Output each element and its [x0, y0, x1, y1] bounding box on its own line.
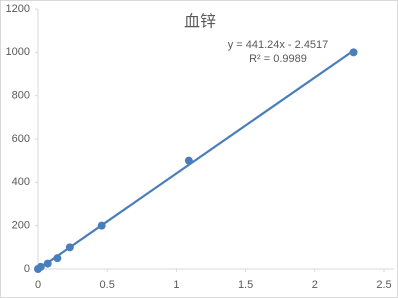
chart-title: 血锌 — [184, 12, 216, 31]
x-tick-label: 1.5 — [238, 279, 253, 291]
y-tick-label: 0 — [24, 263, 30, 275]
y-tick-label: 1200 — [6, 3, 30, 15]
point — [97, 221, 106, 230]
x-tick-label: 2 — [312, 279, 318, 291]
point — [65, 243, 74, 252]
y-tick-label: 400 — [12, 176, 30, 188]
point — [53, 254, 62, 263]
point — [184, 156, 193, 165]
x-tick-label: 0.5 — [100, 279, 115, 291]
x-tick-label: 0 — [35, 279, 41, 291]
r-squared: R² = 0.9989 — [249, 53, 307, 65]
y-tick-label: 1000 — [6, 46, 30, 58]
x-tick-label: 2.5 — [376, 279, 391, 291]
y-tick-label: 200 — [12, 220, 30, 232]
trendline — [37, 49, 355, 271]
point — [43, 259, 52, 268]
y-tick-label: 800 — [12, 90, 30, 102]
x-tick-label: 1 — [173, 279, 179, 291]
y-tick-label: 600 — [12, 133, 30, 145]
point — [349, 48, 358, 57]
point — [36, 262, 45, 271]
equation: y = 441.24x - 2.4517 — [228, 39, 329, 51]
